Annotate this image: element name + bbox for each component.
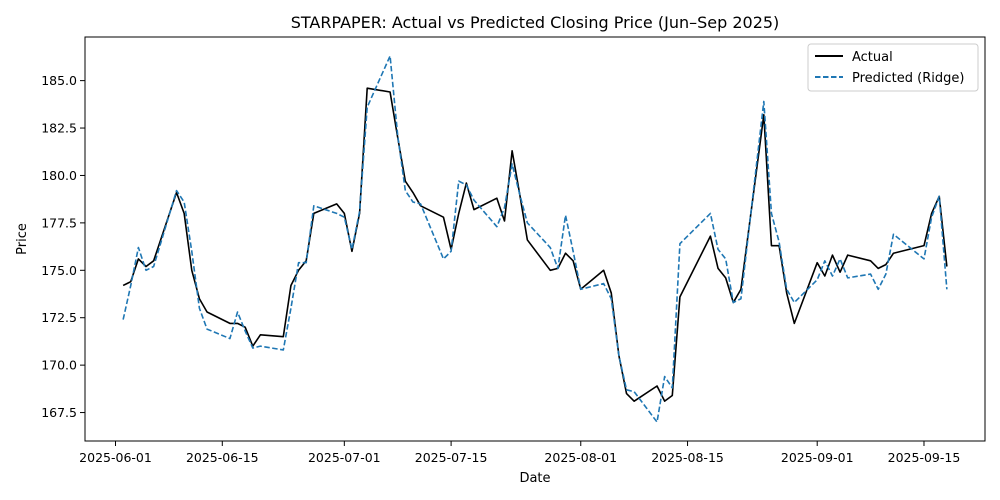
y-tick-label: 182.5 xyxy=(41,121,77,136)
x-tick-label: 2025-09-01 xyxy=(781,450,854,465)
series-line-predicted xyxy=(122,55,948,423)
y-tick-label: 170.0 xyxy=(41,358,77,373)
y-tick-label: 180.0 xyxy=(41,168,77,183)
x-tick-label: 2025-06-01 xyxy=(79,450,152,465)
legend: Actual Predicted (Ridge) xyxy=(807,43,979,92)
x-tick-label: 2025-07-01 xyxy=(308,450,381,465)
y-axis-label: Price xyxy=(15,223,30,255)
plot-area xyxy=(84,36,986,442)
x-axis: 2025-06-01 2025-06-15 2025-07-01 2025-07-15… xyxy=(79,441,960,465)
y-axis: 167.5 170.0 172.5 175.0 177.5 180.0 182.5 185.0 xyxy=(41,73,85,420)
x-tick-label: 2025-09-15 xyxy=(888,450,961,465)
chart-title: STARPAPER: Actual vs Predicted Closing P… xyxy=(291,13,780,32)
y-tick-label: 175.0 xyxy=(41,263,77,278)
y-tick-label: 185.0 xyxy=(41,73,77,88)
x-tick-label: 2025-06-15 xyxy=(186,450,259,465)
x-tick-label: 2025-07-15 xyxy=(415,450,488,465)
legend-label-predicted: Predicted (Ridge) xyxy=(852,71,964,86)
series-layer xyxy=(122,55,948,423)
y-tick-label: 172.5 xyxy=(41,310,77,325)
plot-frame xyxy=(84,36,986,442)
legend-box xyxy=(807,43,979,92)
legend-label-actual: Actual xyxy=(852,50,893,65)
x-tick-label: 2025-08-15 xyxy=(651,450,724,465)
x-tick-label: 2025-08-01 xyxy=(544,450,617,465)
y-tick-label: 177.5 xyxy=(41,215,77,230)
y-tick-label: 167.5 xyxy=(41,405,77,420)
x-axis-label: Date xyxy=(519,471,550,486)
